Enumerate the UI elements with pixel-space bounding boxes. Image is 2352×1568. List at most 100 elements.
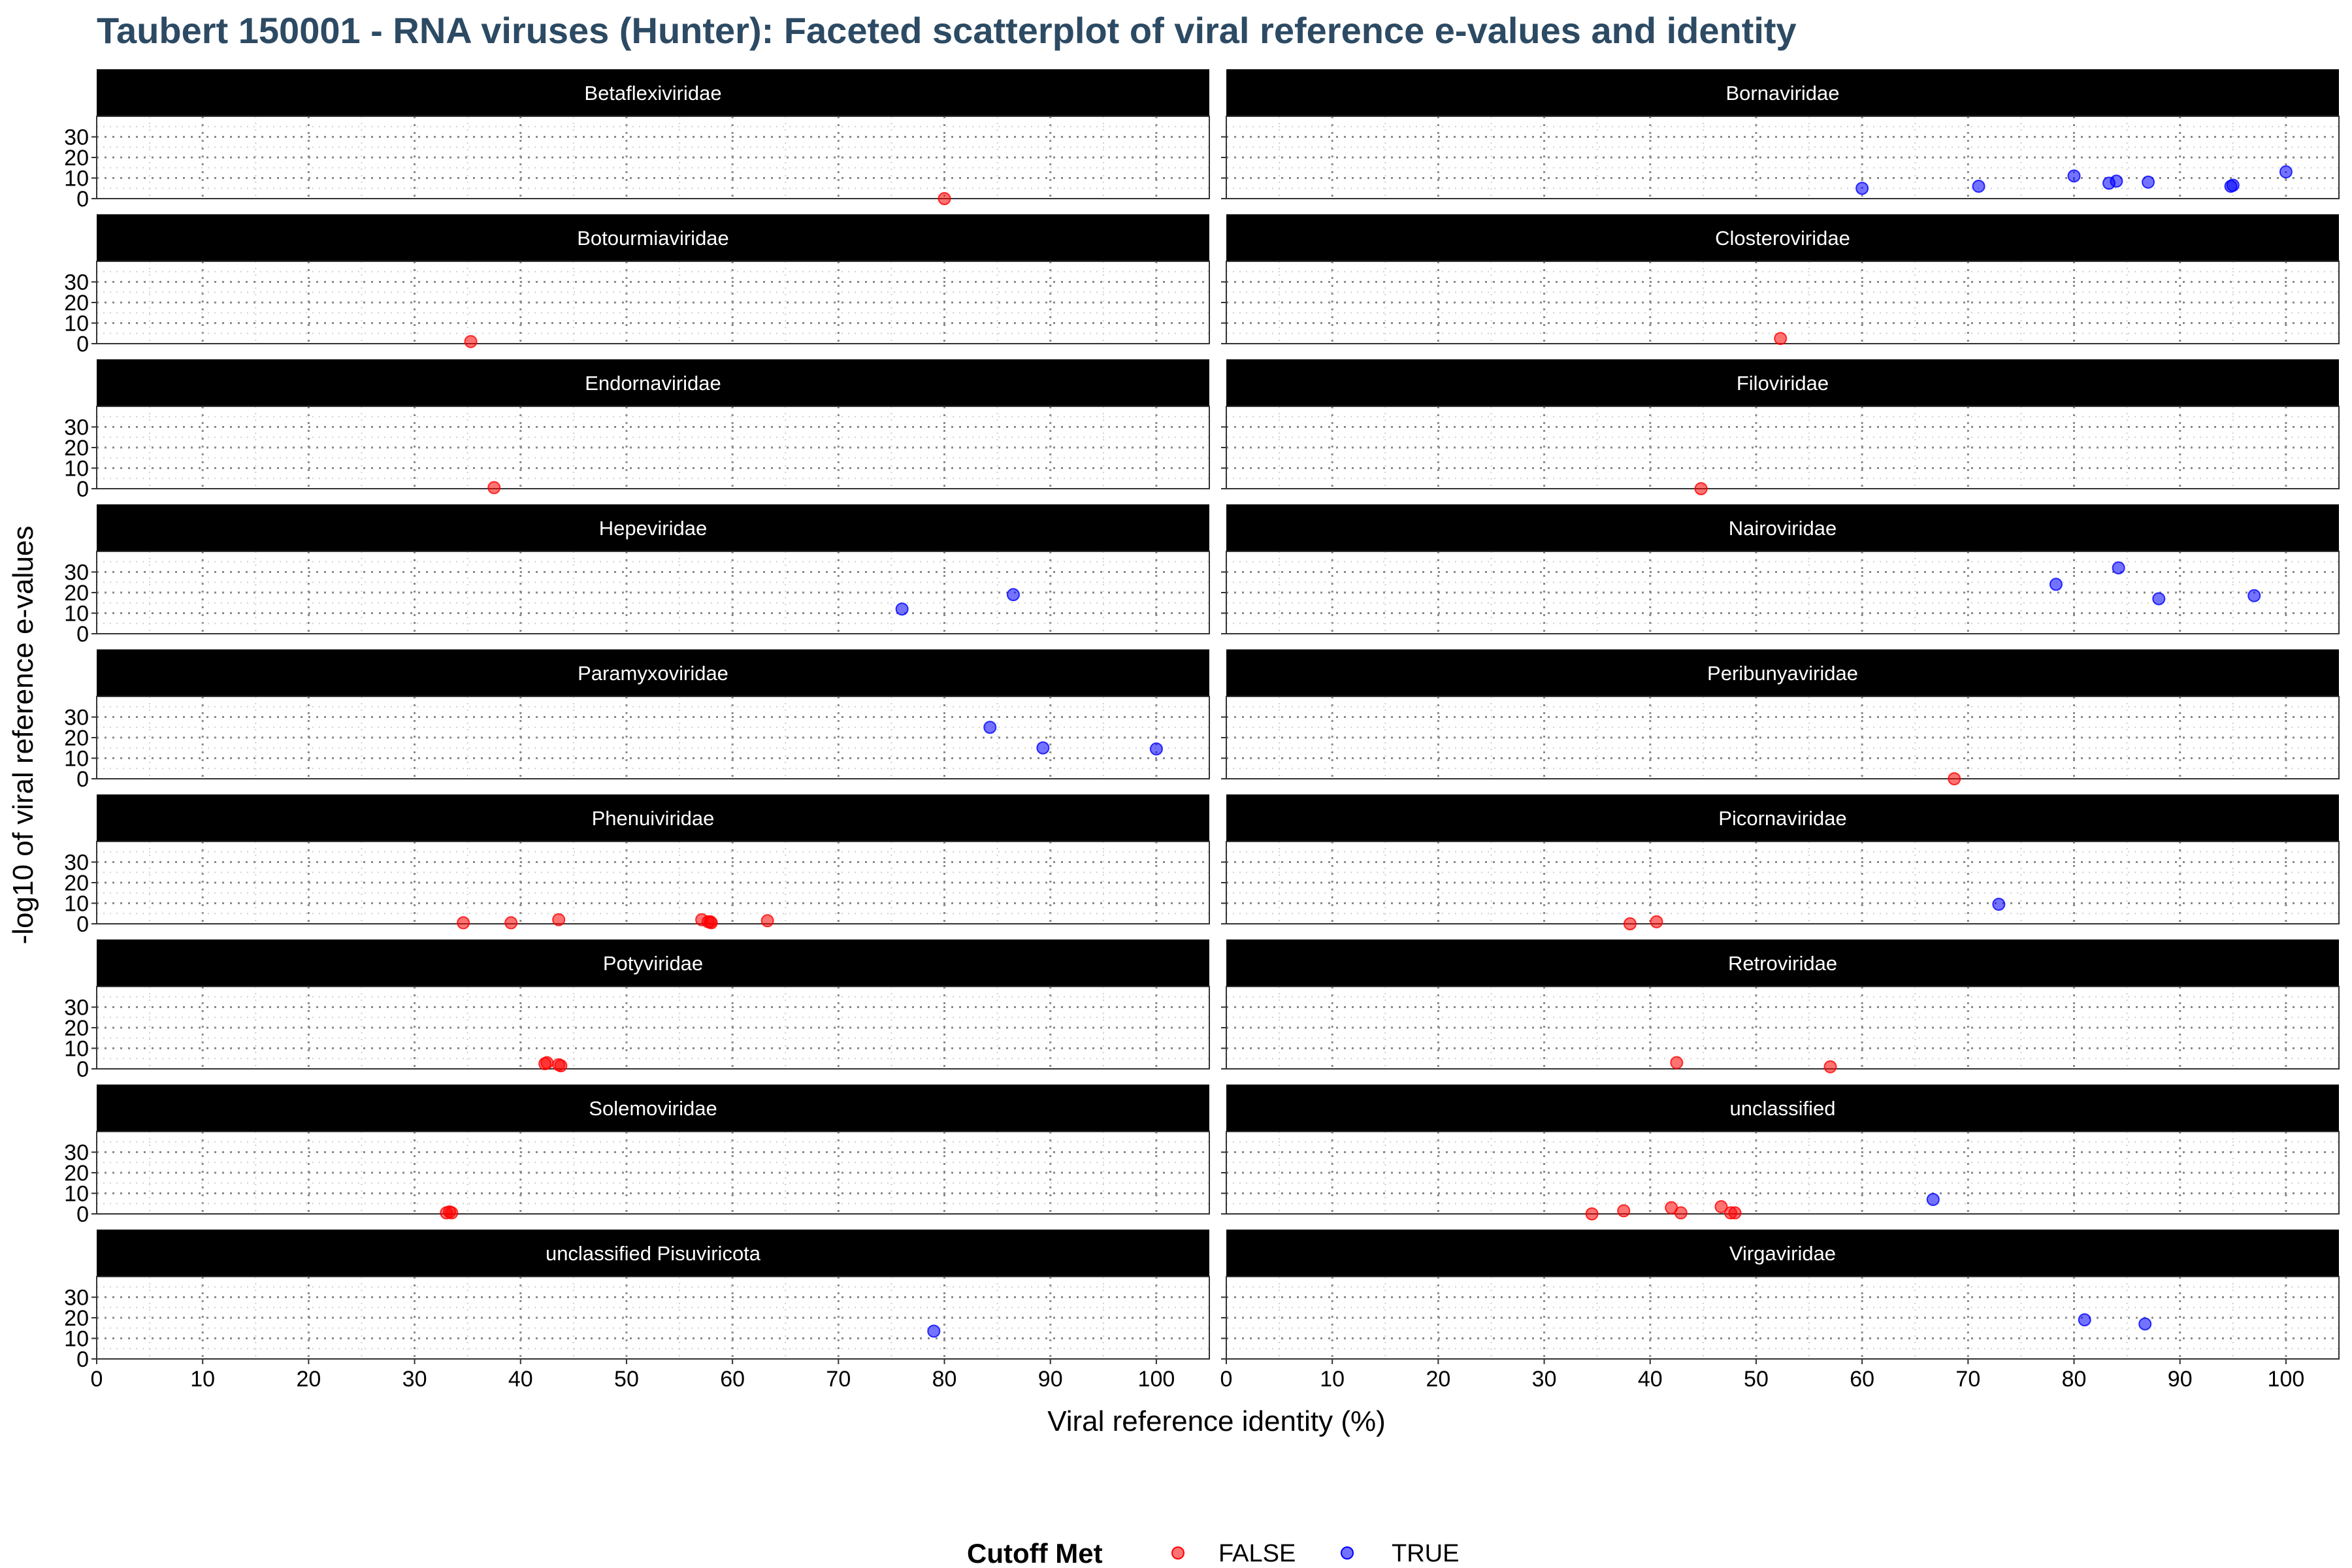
data-point bbox=[1714, 1200, 1728, 1213]
y-tick-label: 10 bbox=[64, 1037, 89, 1062]
data-point bbox=[445, 1206, 459, 1220]
y-tick-label: 0 bbox=[76, 1347, 89, 1372]
y-tick-label: 0 bbox=[76, 1057, 89, 1082]
x-tick-label: 80 bbox=[2062, 1367, 2087, 1392]
data-point bbox=[1650, 915, 1663, 928]
facet-strip bbox=[1226, 359, 2339, 406]
y-tick-label: 10 bbox=[64, 602, 89, 627]
data-point bbox=[2279, 165, 2293, 179]
facet-strip-label: Peribunyaviridae bbox=[1707, 662, 1858, 685]
x-tick-label: 90 bbox=[2168, 1367, 2193, 1392]
facet-strip-label: Phenuiviridae bbox=[592, 807, 715, 830]
data-point bbox=[1585, 1207, 1599, 1220]
facet-strip bbox=[97, 1085, 1209, 1132]
facet-strip bbox=[1226, 794, 2339, 841]
x-tick-label: 50 bbox=[1744, 1367, 1769, 1392]
x-tick-label: 10 bbox=[1320, 1367, 1345, 1392]
x-tick-label: 0 bbox=[91, 1367, 103, 1392]
data-point bbox=[464, 335, 478, 348]
y-tick-label: 30 bbox=[64, 561, 89, 585]
facet-strip bbox=[1226, 649, 2339, 696]
facet-strip-label: unclassified Pisuviricota bbox=[546, 1242, 761, 1265]
data-point bbox=[2049, 578, 2063, 591]
data-point bbox=[1823, 1060, 1837, 1073]
data-point bbox=[704, 916, 718, 930]
facet-strip bbox=[97, 939, 1209, 987]
y-tick-label: 10 bbox=[64, 747, 89, 772]
facet-strip-label: Paramyxoviridae bbox=[578, 662, 728, 685]
y-tick-label: 0 bbox=[76, 912, 89, 937]
y-tick-label: 20 bbox=[64, 1016, 89, 1041]
data-point bbox=[1617, 1204, 1631, 1218]
y-tick-label: 20 bbox=[64, 1306, 89, 1331]
data-point bbox=[1855, 182, 1869, 195]
x-tick-label: 20 bbox=[296, 1367, 321, 1392]
x-tick-label: 60 bbox=[1850, 1367, 1874, 1392]
data-point bbox=[1926, 1192, 1940, 1206]
y-tick-label: 20 bbox=[64, 726, 89, 751]
data-point bbox=[1948, 772, 1961, 785]
x-tick-label: 80 bbox=[932, 1367, 957, 1392]
y-tick-label: 30 bbox=[64, 706, 89, 730]
x-tick-label: 100 bbox=[1138, 1367, 1175, 1392]
facet-strip-label: Bornaviridae bbox=[1725, 82, 1839, 105]
data-point bbox=[487, 481, 501, 495]
y-tick-label: 10 bbox=[64, 1182, 89, 1207]
facet-strip bbox=[97, 1230, 1209, 1277]
facet-retroviridae: Retroviridae bbox=[1221, 939, 2340, 1073]
legend-label-false: FALSE bbox=[1218, 1540, 1296, 1567]
data-point bbox=[1694, 482, 1708, 495]
y-tick-label: 30 bbox=[64, 416, 89, 440]
x-axis-label: Viral reference identity (%) bbox=[1047, 1405, 1386, 1437]
facet-strip-label: Endornaviridae bbox=[585, 372, 721, 395]
data-point bbox=[760, 914, 774, 928]
y-tick-label: 0 bbox=[76, 1202, 89, 1227]
y-tick-label: 10 bbox=[64, 167, 89, 191]
data-point bbox=[2138, 1317, 2152, 1331]
data-point bbox=[938, 192, 951, 205]
data-point bbox=[2152, 592, 2166, 606]
y-tick-label: 30 bbox=[64, 125, 89, 150]
x-tick-label: 40 bbox=[508, 1367, 533, 1392]
y-tick-label: 30 bbox=[64, 851, 89, 875]
data-point bbox=[1972, 180, 1985, 193]
data-point bbox=[552, 913, 566, 926]
y-axis-label: -log10 of viral reference e-values bbox=[7, 526, 39, 945]
y-tick-label: 30 bbox=[64, 1141, 89, 1166]
y-tick-label: 20 bbox=[64, 291, 89, 316]
data-point bbox=[927, 1324, 941, 1338]
facet-strip bbox=[97, 504, 1209, 551]
data-point bbox=[1670, 1056, 1684, 1070]
facet-strip bbox=[1226, 214, 2339, 261]
x-tick-label: 100 bbox=[2268, 1367, 2305, 1392]
x-tick-label: 70 bbox=[826, 1367, 851, 1392]
x-tick-label: 30 bbox=[402, 1367, 427, 1392]
x-tick-label: 10 bbox=[190, 1367, 215, 1392]
x-tick-label: 40 bbox=[1638, 1367, 1663, 1392]
facet-strip-label: unclassified bbox=[1730, 1097, 1836, 1120]
data-point bbox=[2112, 561, 2125, 575]
y-tick-label: 30 bbox=[64, 270, 89, 295]
facet-strip bbox=[1226, 939, 2339, 987]
chart-title: Taubert 150001 - RNA viruses (Hunter): F… bbox=[97, 10, 1797, 51]
facet-strip bbox=[97, 794, 1209, 841]
facet-strip bbox=[1226, 69, 2339, 116]
facet-picornaviridae: Picornaviridae bbox=[1221, 794, 2340, 930]
data-point bbox=[2142, 175, 2155, 189]
data-point bbox=[1149, 742, 1163, 756]
y-tick-label: 20 bbox=[64, 436, 89, 461]
y-tick-label: 0 bbox=[76, 767, 89, 792]
facet-unclassified: unclassified bbox=[1221, 1085, 2340, 1220]
y-tick-label: 0 bbox=[76, 477, 89, 502]
y-tick-label: 0 bbox=[76, 332, 89, 357]
data-point bbox=[1992, 898, 2006, 911]
data-point bbox=[1728, 1206, 1742, 1220]
y-tick-label: 20 bbox=[64, 146, 89, 171]
legend-swatch-false bbox=[1171, 1546, 1184, 1560]
